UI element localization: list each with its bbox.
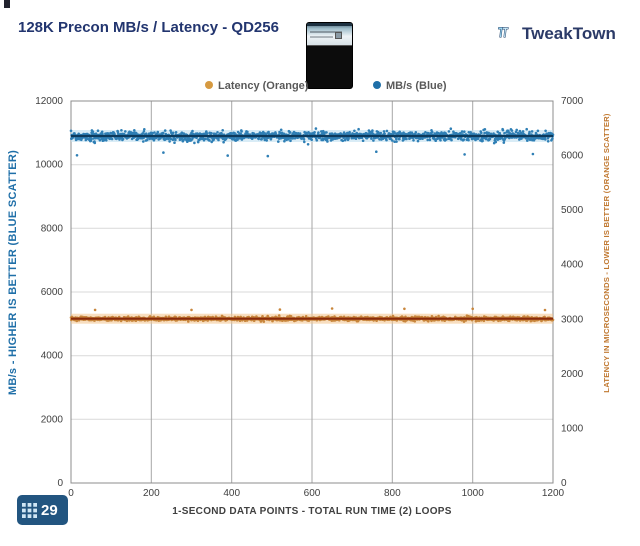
svg-text:0: 0	[68, 488, 74, 499]
svg-text:5000: 5000	[561, 205, 584, 216]
svg-text:200: 200	[143, 488, 160, 499]
svg-text:2000: 2000	[41, 414, 64, 425]
svg-text:12000: 12000	[35, 96, 63, 107]
svg-text:600: 600	[304, 488, 321, 499]
svg-text:1000: 1000	[462, 488, 485, 499]
svg-text:4000: 4000	[561, 260, 584, 271]
svg-text:800: 800	[384, 488, 401, 499]
svg-text:400: 400	[223, 488, 240, 499]
svg-text:4000: 4000	[41, 351, 64, 362]
svg-text:1200: 1200	[542, 488, 565, 499]
svg-text:3000: 3000	[561, 314, 584, 325]
svg-text:1000: 1000	[561, 423, 584, 434]
svg-text:7000: 7000	[561, 96, 584, 107]
svg-text:2000: 2000	[561, 369, 584, 380]
svg-text:6000: 6000	[561, 151, 584, 162]
svg-text:10000: 10000	[35, 160, 63, 171]
svg-text:8000: 8000	[41, 223, 64, 234]
svg-text:6000: 6000	[41, 287, 64, 298]
svg-text:0: 0	[57, 478, 63, 489]
